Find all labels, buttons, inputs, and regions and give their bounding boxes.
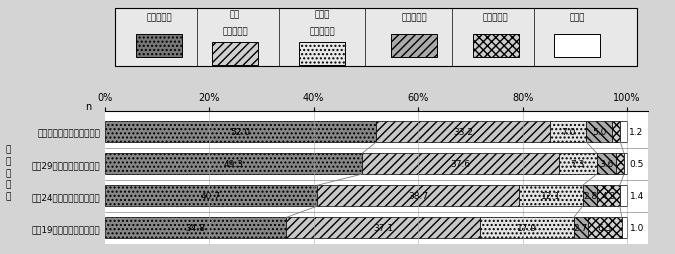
- Text: 愛着がない: 愛着がない: [402, 14, 427, 23]
- Bar: [559, 154, 597, 174]
- Text: 2.7: 2.7: [574, 223, 588, 232]
- Text: 愛着がある: 愛着がある: [222, 27, 248, 36]
- Bar: [472, 35, 519, 58]
- Text: 40.7: 40.7: [201, 192, 221, 200]
- Bar: [212, 43, 258, 66]
- Bar: [620, 122, 626, 142]
- Bar: [624, 154, 626, 174]
- Text: 6.5: 6.5: [597, 223, 612, 232]
- Bar: [587, 122, 612, 142]
- Text: 1.4: 1.4: [630, 192, 644, 200]
- Text: 17.9: 17.9: [517, 223, 537, 232]
- Bar: [597, 185, 620, 206]
- Bar: [105, 154, 362, 174]
- Text: 7.0: 7.0: [561, 128, 575, 136]
- Text: 5.0: 5.0: [592, 128, 607, 136]
- Bar: [317, 185, 520, 206]
- Bar: [362, 154, 559, 174]
- Text: 愛着がない: 愛着がない: [309, 27, 335, 36]
- Bar: [622, 217, 627, 238]
- Bar: [612, 122, 620, 142]
- Text: 33.2: 33.2: [453, 128, 473, 136]
- Text: 1.0: 1.0: [630, 223, 644, 232]
- Bar: [620, 185, 627, 206]
- Text: 0.5: 0.5: [629, 160, 643, 168]
- Bar: [597, 154, 616, 174]
- Text: 2.8: 2.8: [583, 192, 597, 200]
- Bar: [520, 185, 583, 206]
- Text: 37.6: 37.6: [450, 160, 470, 168]
- Text: 愛着がある: 愛着がある: [146, 14, 171, 23]
- Text: 4.3: 4.3: [601, 192, 616, 200]
- Bar: [481, 217, 574, 238]
- Bar: [105, 122, 377, 142]
- Bar: [299, 43, 345, 66]
- Text: n: n: [85, 101, 92, 111]
- Text: わからない: わからない: [483, 14, 509, 23]
- Text: 1.2: 1.2: [629, 128, 643, 136]
- Bar: [588, 217, 622, 238]
- Text: 49.3: 49.3: [223, 160, 244, 168]
- Bar: [549, 122, 587, 142]
- Text: 37.1: 37.1: [373, 223, 394, 232]
- Text: 38.7: 38.7: [408, 192, 429, 200]
- Text: 無回答: 無回答: [570, 14, 585, 23]
- Bar: [136, 35, 182, 58]
- Bar: [554, 35, 601, 58]
- Text: 12.1: 12.1: [541, 192, 561, 200]
- Text: 52.0: 52.0: [230, 128, 250, 136]
- Bar: [616, 154, 624, 174]
- Text: やや: やや: [230, 10, 240, 19]
- Text: あまり: あまり: [315, 10, 329, 19]
- Text: 3.6: 3.6: [599, 160, 614, 168]
- Text: 7.3: 7.3: [570, 160, 585, 168]
- Text: 34.8: 34.8: [186, 223, 205, 232]
- Bar: [574, 217, 588, 238]
- Bar: [377, 122, 549, 142]
- Bar: [583, 185, 597, 206]
- Bar: [105, 185, 317, 206]
- Bar: [105, 217, 286, 238]
- Bar: [286, 217, 481, 238]
- Text: 調
査
年
度
別: 調 査 年 度 別: [5, 145, 11, 201]
- Bar: [392, 35, 437, 58]
